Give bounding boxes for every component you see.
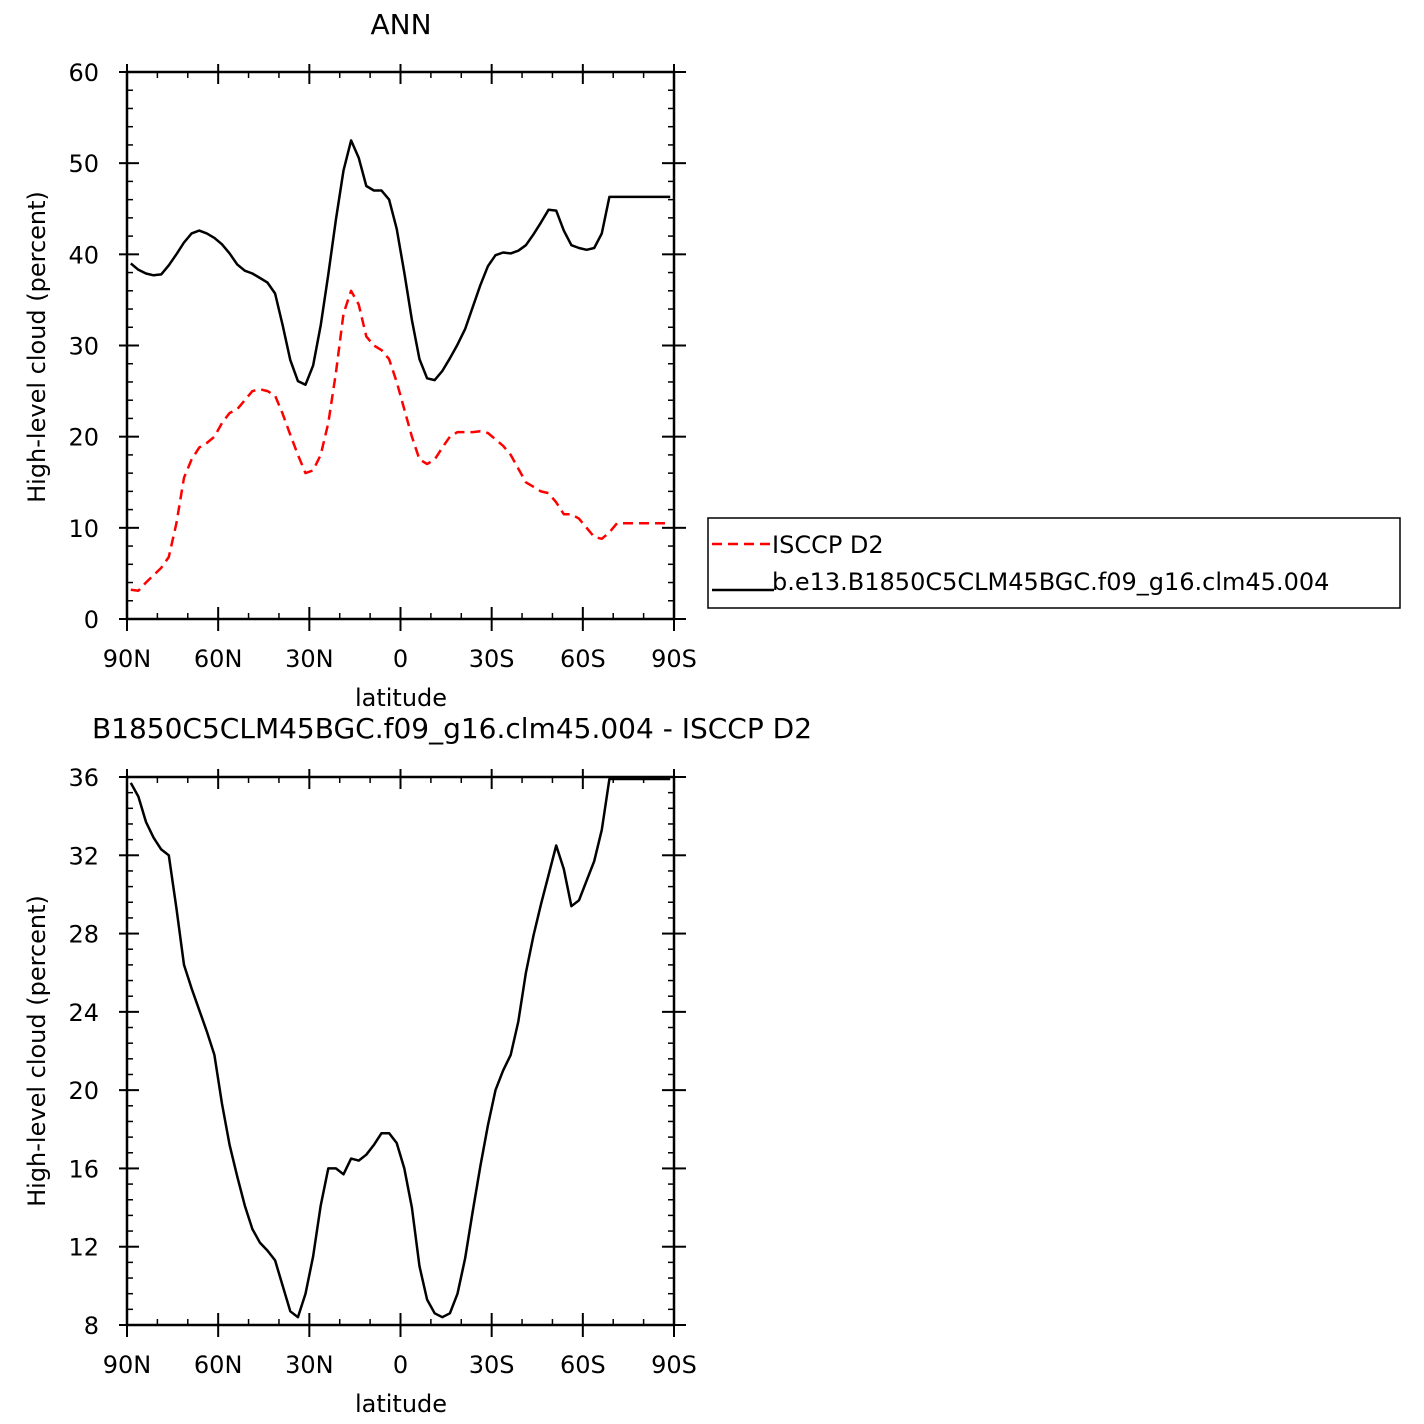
- top-ytick-label: 0: [84, 606, 99, 634]
- bottom-chart-ylabel: High-level cloud (percent): [23, 895, 51, 1207]
- bottom-xtick-label: 30N: [285, 1351, 334, 1379]
- bottom-xtick-label: 30S: [469, 1351, 515, 1379]
- top-xtick-label: 90S: [651, 645, 697, 673]
- bottom-ytick-label: 20: [68, 1077, 99, 1105]
- bottom-ytick-label: 32: [68, 842, 99, 870]
- legend-label-model: b.e13.B1850C5CLM45BGC.f09_g16.clm45.004: [772, 568, 1329, 596]
- bottom-xtick-label: 60S: [560, 1351, 606, 1379]
- top-chart-xlabel: latitude: [355, 684, 447, 712]
- bottom-ytick-label: 28: [68, 921, 99, 949]
- bottom-xtick-label: 0: [393, 1351, 408, 1379]
- bottom-xtick-label: 60N: [194, 1351, 243, 1379]
- top-series-line-0: [130, 289, 671, 592]
- top-ytick-label: 40: [68, 241, 99, 269]
- legend-box: [707, 517, 1401, 609]
- top-series-line-1: [129, 139, 671, 386]
- legend: ISCCP D2 b.e13.B1850C5CLM45BGC.f09_g16.c…: [707, 517, 1401, 609]
- bottom-chart-series: [129, 777, 671, 1319]
- top-chart-ylabel: High-level cloud (percent): [23, 191, 51, 503]
- bottom-ytick-label: 8: [84, 1312, 99, 1340]
- bottom-ytick-label: 12: [68, 1234, 99, 1262]
- legend-label-isccp: ISCCP D2: [772, 531, 884, 559]
- top-chart-series: [129, 139, 671, 592]
- top-ytick-label: 50: [68, 150, 99, 178]
- top-ytick-label: 20: [68, 424, 99, 452]
- bottom-xtick-label: 90N: [103, 1351, 152, 1379]
- top-chart-ticks: 0 10 20 30 40 50 60 90N 60N 30N 0 30S 60S 90S: [68, 59, 696, 673]
- top-ytick-label: 10: [68, 515, 99, 543]
- top-xtick-label: 90N: [103, 645, 152, 673]
- top-xtick-label: 30N: [285, 645, 334, 673]
- top-xtick-label: 60S: [560, 645, 606, 673]
- top-xtick-label: 30S: [469, 645, 515, 673]
- bottom-chart-title: B1850C5CLM45BGC.f09_g16.clm45.004 - ISCC…: [92, 712, 812, 745]
- bottom-ytick-label: 24: [68, 999, 99, 1027]
- top-ytick-label: 30: [68, 333, 99, 361]
- bottom-xtick-label: 90S: [651, 1351, 697, 1379]
- top-ytick-label: 60: [68, 59, 99, 87]
- bottom-chart: B1850C5CLM45BGC.f09_g16.clm45.004 - ISCC…: [23, 712, 812, 1418]
- bottom-ytick-label: 36: [68, 764, 99, 792]
- bottom-chart-xlabel: latitude: [355, 1390, 447, 1418]
- top-chart-title: ANN: [370, 8, 431, 41]
- bottom-ytick-label: 16: [68, 1155, 99, 1183]
- bottom-chart-ticks: 8 12 16 20 24 28 32 36 90N 60N 30N 0 30S 60S 90S: [68, 764, 696, 1379]
- bottom-series-line-0: [129, 777, 671, 1319]
- bottom-chart-plot-frame: [125, 775, 676, 1327]
- top-xtick-label: 60N: [194, 645, 243, 673]
- top-chart: ANN latitude High-level cloud (percent) …: [23, 8, 697, 712]
- top-xtick-label: 0: [393, 645, 408, 673]
- top-chart-plot-frame: [125, 70, 676, 621]
